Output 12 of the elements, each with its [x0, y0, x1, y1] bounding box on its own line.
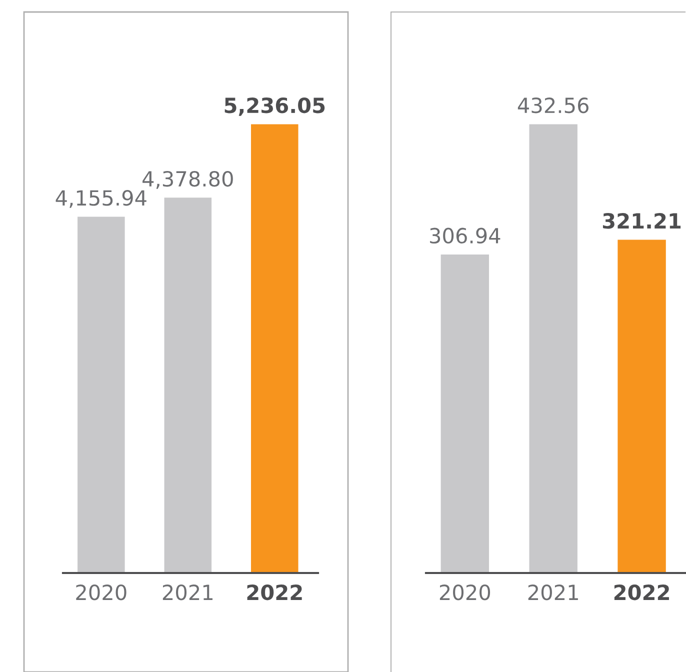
x-tick-label: 2020	[76, 584, 126, 600]
x-tick-label: 2021	[528, 584, 578, 600]
data-label: 306.94	[430, 228, 500, 244]
x-tick-label: 2022	[247, 584, 302, 600]
data-label: 321.21	[602, 212, 681, 229]
data-label: 4,378.80	[142, 170, 233, 189]
x-tick-label: 2021	[162, 584, 212, 600]
x-tick-label: 2020	[440, 584, 490, 600]
data-label: 4,155.94	[56, 190, 146, 208]
data-label: 432.56	[518, 97, 588, 114]
x-tick-label: 2022	[614, 584, 669, 600]
data-label: 5,236.05	[224, 97, 325, 116]
